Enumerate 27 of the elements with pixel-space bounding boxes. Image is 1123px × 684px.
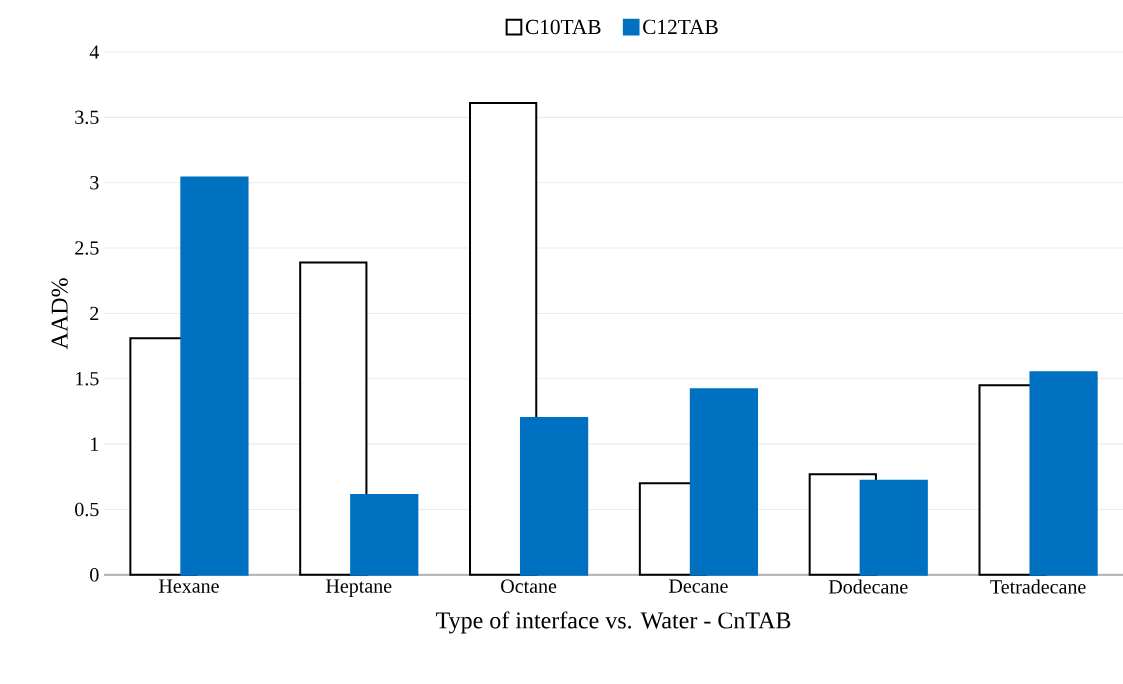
- x-tick-label: Dodecane: [828, 579, 908, 594]
- bar: [689, 388, 759, 576]
- bar: [350, 494, 419, 576]
- legend-label: C10TAB: [525, 19, 601, 35]
- y-tick-label: 1: [91, 437, 99, 451]
- y-axis-title: AAD%: [51, 278, 68, 350]
- x-tick-label: Octane: [501, 579, 557, 593]
- bar: [469, 101, 538, 576]
- x-tick-label: Decane: [669, 579, 728, 593]
- bar: [519, 416, 589, 576]
- bar: [299, 261, 368, 576]
- y-tick-label: 1.5: [76, 371, 99, 386]
- y-tick-label: 2: [90, 306, 99, 320]
- y-tick-label: 3.5: [75, 110, 99, 125]
- bar: [859, 479, 928, 576]
- x-tick-label: Hexane: [158, 579, 219, 593]
- x-tick-label: Tetradecane: [990, 579, 1086, 594]
- y-tick-label: 2.5: [75, 241, 99, 255]
- y-tick-label: 4: [89, 45, 100, 59]
- x-tick-label: Heptane: [326, 579, 392, 597]
- bar: [1029, 371, 1098, 576]
- y-tick-label: 3: [90, 175, 99, 190]
- y-tick-label: 0: [90, 567, 99, 582]
- x-axis-title: Type of interface vs. Water - CnTAB: [436, 611, 791, 634]
- bar: [180, 176, 249, 576]
- legend-label: C12TAB: [643, 19, 718, 35]
- y-tick-label: 0.5: [75, 502, 99, 517]
